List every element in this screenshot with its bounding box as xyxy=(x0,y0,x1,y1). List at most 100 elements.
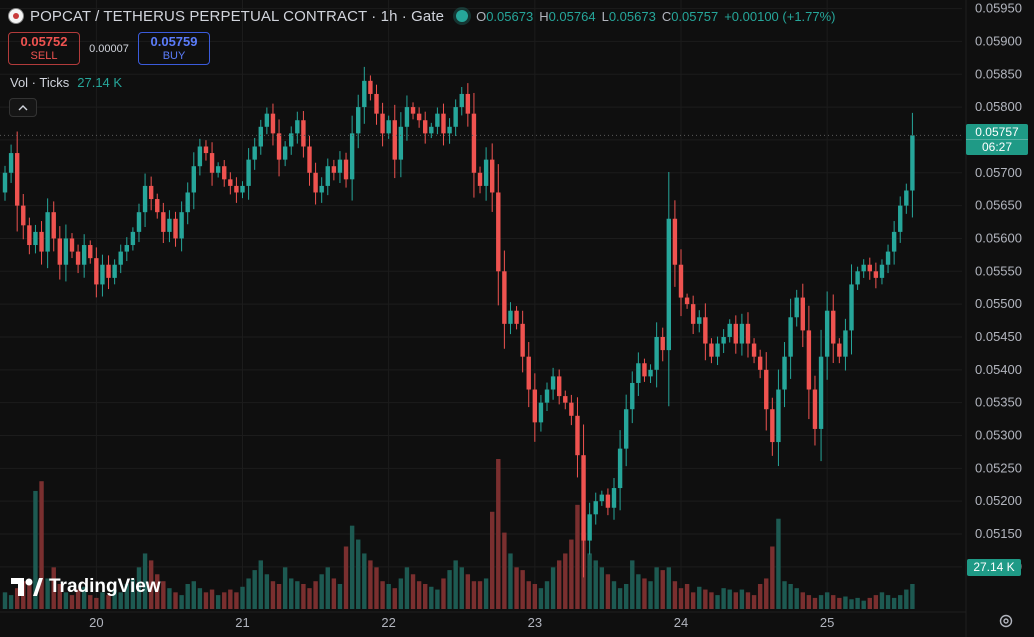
candle-body xyxy=(849,284,854,331)
volume-bar xyxy=(721,588,726,609)
tradingview-logo[interactable]: TradingView xyxy=(11,576,161,598)
bar-countdown: 06:27 xyxy=(966,139,1028,154)
candle-body xyxy=(490,159,495,193)
open-value: 0.05673 xyxy=(486,8,534,24)
volume-bar xyxy=(2,592,8,609)
candle-body xyxy=(276,133,282,160)
gear-icon[interactable] xyxy=(998,613,1014,632)
candle-body xyxy=(496,192,501,272)
volume-bar xyxy=(191,581,196,609)
volume-bar xyxy=(520,570,525,609)
candle-body xyxy=(508,310,513,324)
volume-bar xyxy=(563,553,568,609)
price-tick-label: 0.05550 xyxy=(975,263,1022,278)
volume-bar xyxy=(398,578,404,609)
volume-bar xyxy=(885,595,891,609)
volume-bar xyxy=(873,595,879,609)
candle-body xyxy=(788,317,793,357)
candle-body xyxy=(794,297,799,318)
candle-body xyxy=(289,133,294,147)
price-axis[interactable]: 0.059500.059000.058500.058000.057500.057… xyxy=(975,1,1022,574)
volume-bar xyxy=(325,567,330,609)
volume-bar xyxy=(313,581,318,609)
volume-bar xyxy=(751,595,757,609)
candle-body xyxy=(867,264,872,272)
buy-button[interactable]: 0.05759 BUY xyxy=(138,32,210,65)
candle-body xyxy=(556,376,562,397)
candle-body xyxy=(112,264,117,278)
sell-button[interactable]: 0.05752 SELL xyxy=(8,32,80,65)
candle-body xyxy=(197,146,203,167)
price-tick-label: 0.05300 xyxy=(975,428,1022,443)
volume-bar xyxy=(569,539,574,609)
volume-bar xyxy=(843,596,848,609)
time-tick-label: 22 xyxy=(381,615,395,630)
price-tick-label: 0.05850 xyxy=(975,66,1022,81)
candle-body xyxy=(398,126,404,160)
candle-body xyxy=(228,179,233,186)
volume-bar xyxy=(142,553,148,609)
candle-body xyxy=(678,264,684,298)
candle-body xyxy=(532,389,538,423)
candle-body xyxy=(258,126,263,147)
candle-body xyxy=(831,310,836,344)
volume-bar xyxy=(130,578,136,609)
volume-bar xyxy=(45,578,50,609)
volume-bar xyxy=(264,574,270,609)
candle-body xyxy=(337,159,343,173)
volume-bar xyxy=(556,560,562,609)
candle-body xyxy=(191,166,196,193)
volume-bar xyxy=(435,589,440,609)
price-tick-label: 0.05650 xyxy=(975,198,1022,213)
volume-bar xyxy=(453,560,458,609)
candle-body xyxy=(88,245,93,259)
buy-price: 0.05759 xyxy=(150,33,198,49)
candle-body xyxy=(325,166,330,186)
volume-bar xyxy=(532,584,538,609)
volume-bar xyxy=(782,581,787,609)
volume-bar xyxy=(678,588,684,609)
volume-bar xyxy=(362,553,367,609)
volume-bar xyxy=(745,592,751,609)
candle-body xyxy=(453,107,458,127)
candle-body xyxy=(386,120,391,134)
price-tick-label: 0.05600 xyxy=(975,230,1022,245)
volume-bar xyxy=(898,595,903,609)
candle-body xyxy=(100,264,105,285)
volume-bar xyxy=(514,567,519,609)
candle-body xyxy=(751,343,757,357)
candle-body xyxy=(879,264,885,278)
volume-legend[interactable]: Vol · Ticks 27.14 K xyxy=(10,75,122,90)
volume-bar xyxy=(508,553,513,609)
volume-bar xyxy=(441,578,446,609)
chart-header: POPCAT / TETHERUS PERPETUAL CONTRACT · 1… xyxy=(8,6,836,26)
volume-bar xyxy=(234,592,239,609)
price-tick-label: 0.05450 xyxy=(975,329,1022,344)
volume-bar xyxy=(788,584,793,609)
volume-bar xyxy=(502,532,507,609)
candle-body xyxy=(69,238,75,252)
time-axis[interactable]: 20 21 22 23 24 25 xyxy=(89,615,834,630)
ohlc-values: O0.05673 H0.05764 L0.05673 C0.05757 +0.0… xyxy=(476,9,835,24)
brand-name: TradingView xyxy=(49,576,161,597)
candle-body xyxy=(782,356,787,390)
volume-bar xyxy=(593,560,598,609)
symbol-title[interactable]: POPCAT / TETHERUS PERPETUAL CONTRACT · 1… xyxy=(30,7,445,25)
candle-body xyxy=(374,93,379,114)
candle-body xyxy=(416,113,422,121)
candle-body xyxy=(307,146,312,173)
candle-body xyxy=(423,120,428,134)
volume-bars xyxy=(2,459,915,609)
candle-body xyxy=(526,356,531,390)
candle-body xyxy=(222,166,227,180)
volume-bar xyxy=(770,546,775,609)
candle-body xyxy=(264,113,270,127)
volume-bar xyxy=(307,588,312,609)
collapse-button[interactable] xyxy=(9,98,37,117)
volume-bar xyxy=(496,459,501,609)
candle-body xyxy=(21,205,26,226)
candle-body xyxy=(155,199,160,213)
candle-body xyxy=(611,488,617,508)
volume-bar xyxy=(215,595,221,609)
